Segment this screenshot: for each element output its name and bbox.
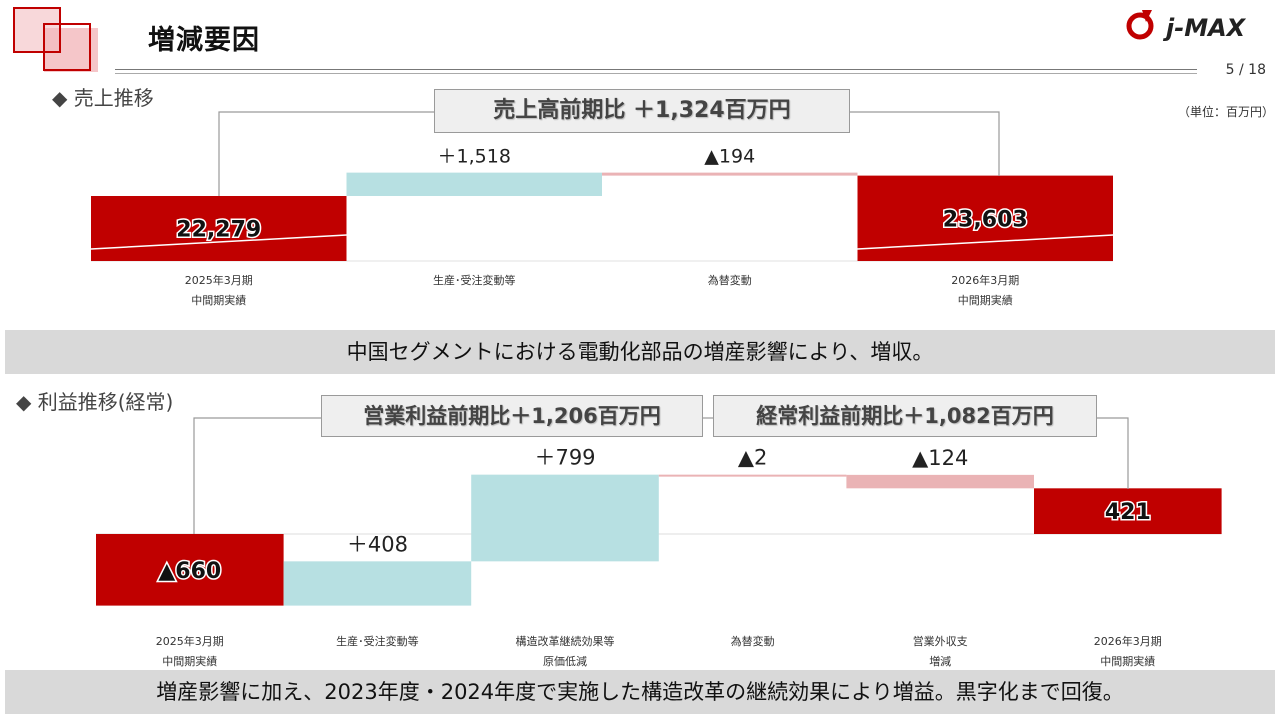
category-label-2: 構造改革継続効果等	[516, 634, 615, 648]
sales-connector-left	[218, 111, 434, 196]
data-label-3: ▲2	[738, 446, 768, 470]
category-label-0-line2: 中間期実績	[162, 654, 217, 668]
category-label-4-line2: 増減	[929, 654, 951, 668]
profit-section-heading: ◆ 利益推移(経常)	[16, 390, 174, 414]
category-label-1: 生産･受注変動等	[433, 273, 516, 287]
page-number: 5 / 18	[1225, 62, 1266, 78]
logo-text: j-MAX	[1162, 14, 1247, 42]
bar-2	[602, 172, 858, 176]
category-label-2: 為替変動	[708, 273, 752, 287]
profit-connector-right	[1097, 417, 1129, 489]
category-label-1: 生産･受注変動等	[336, 634, 419, 648]
total-accent-line-0	[90, 234, 347, 250]
category-label-0: 2025年3月期	[185, 273, 253, 287]
category-label-3-line2: 中間期実績	[958, 293, 1013, 307]
page-title: 増減要因	[148, 25, 260, 56]
header-divider-thin	[115, 73, 1197, 74]
sales-summary-banner: 中国セグメントにおける電動化部品の増産影響により、増収。	[5, 330, 1275, 374]
data-label-0: ▲660	[158, 559, 221, 584]
logo-mark-icon	[1126, 12, 1154, 40]
sales-waterfall-chart: 22,2792025年3月期中間期実績＋1,518生産･受注変動等▲194為替変…	[90, 111, 1114, 307]
data-label-1: ＋1,518	[438, 146, 511, 168]
header-divider	[115, 69, 1197, 70]
bar-0	[96, 534, 284, 606]
total-accent-line-3	[857, 234, 1114, 250]
data-label-2: ＋799	[534, 446, 595, 470]
bar-1	[283, 561, 472, 606]
category-label-3: 為替変動	[731, 634, 775, 648]
bar-3	[658, 474, 847, 477]
data-label-1: ＋408	[347, 532, 408, 556]
profit-connector-left	[193, 417, 321, 534]
decorative-squares	[13, 7, 98, 72]
sales-callout: 売上高前期比 ＋1,324百万円	[434, 89, 850, 133]
category-label-0-line2: 中間期実績	[191, 293, 246, 307]
data-label-4: ▲124	[912, 446, 968, 470]
category-label-2-line2: 原価低減	[543, 654, 587, 668]
unit-label: （単位：百万円）	[1177, 105, 1274, 119]
bar-4	[846, 474, 1034, 489]
category-label-3: 2026年3月期	[951, 273, 1019, 287]
operating-profit-callout: 営業利益前期比＋1,206百万円	[321, 395, 703, 437]
bar-0	[91, 196, 347, 261]
sales-connector-right	[850, 111, 1000, 176]
data-label-0: 22,279	[176, 218, 261, 243]
category-label-5: 2026年3月期	[1094, 634, 1162, 648]
category-label-4: 営業外収支	[913, 634, 968, 648]
company-logo: j-MAX	[1126, 10, 1247, 42]
category-label-0: 2025年3月期	[156, 634, 224, 648]
sales-section-heading: ◆ 売上推移	[52, 86, 154, 110]
category-label-5-line2: 中間期実績	[1100, 654, 1155, 668]
bar-5	[1034, 488, 1222, 534]
data-label-3: 23,603	[943, 207, 1028, 232]
ordinary-profit-callout: 経常利益前期比＋1,082百万円	[713, 395, 1097, 437]
data-label-5: 421	[1105, 500, 1151, 525]
profit-summary-banner: 増産影響に加え、2023年度・2024年度で実施した構造改革の継続効果により増益…	[5, 670, 1275, 714]
bar-2	[471, 474, 659, 562]
data-label-2: ▲194	[704, 146, 755, 168]
bar-1	[346, 172, 602, 196]
